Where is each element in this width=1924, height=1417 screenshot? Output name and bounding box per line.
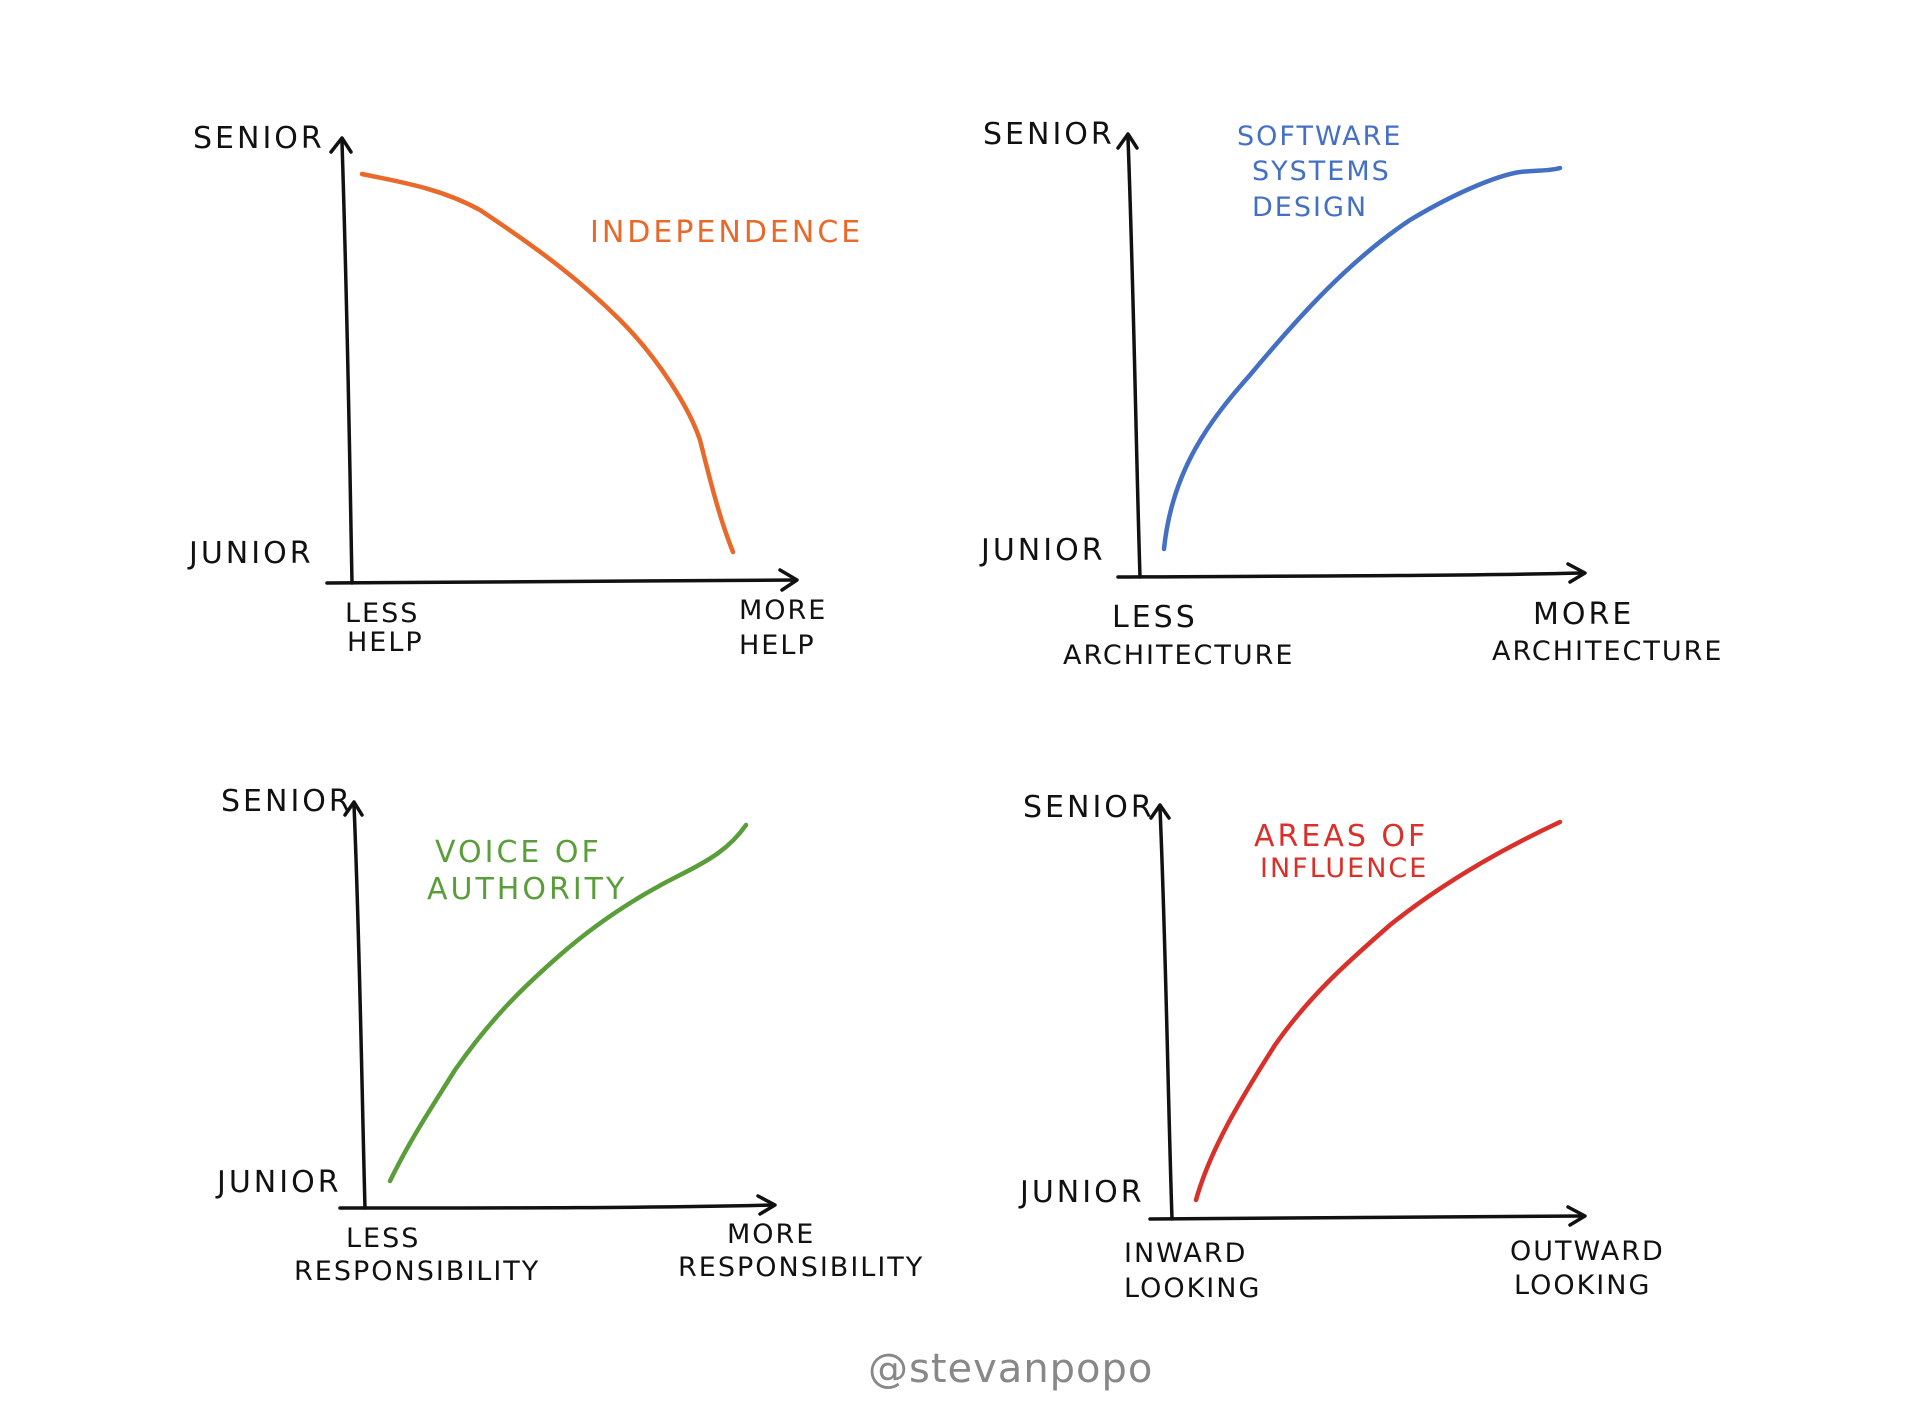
y-axis [352, 803, 367, 1210]
x-axis [338, 1203, 775, 1210]
x-axis-left-label-line1: INWARD [1124, 1238, 1247, 1269]
x-axis-right-label-line2: RESPONSIBILITY [678, 1252, 924, 1283]
x-axis-left-label-line2: ARCHITECTURE [1063, 640, 1294, 671]
y-axis-top-label: SENIOR [1023, 790, 1155, 825]
y-axis-arrowhead [1149, 803, 1171, 820]
y-axis-top-label: SENIOR [193, 121, 325, 156]
series-label-line1: VOICE OF [435, 835, 602, 870]
y-axis-arrowhead [329, 136, 353, 154]
y-axis-bottom-label: JUNIOR [1018, 1175, 1145, 1210]
series-curve-voice-of-authority [387, 822, 749, 1184]
x-axis-left-label-line1: LESS [345, 598, 419, 629]
x-axis-left-label-line1: LESS [1112, 600, 1198, 635]
x-axis [1148, 1214, 1585, 1221]
chart-software-systems-design: SENIOR JUNIOR LESS ARCHITECTURE MORE ARC… [979, 117, 1723, 671]
y-axis [1126, 136, 1142, 579]
x-axis-left-label-line1: LESS [346, 1223, 420, 1254]
x-axis-right-label-line1: MORE [739, 595, 827, 626]
chart-voice-of-authority: SENIOR JUNIOR LESS RESPONSIBILITY MORE R… [215, 784, 924, 1287]
series-label-line2: INFLUENCE [1260, 853, 1428, 884]
x-axis-left-label-line2: LOOKING [1124, 1273, 1261, 1304]
x-axis-arrowhead [1566, 1205, 1587, 1227]
y-axis-bottom-label: JUNIOR [187, 536, 314, 571]
y-axis-arrowhead [343, 800, 364, 817]
chart-independence: SENIOR JUNIOR LESS HELP MORE HELP INDEPE… [187, 121, 863, 661]
x-axis-right-label-line1: MORE [727, 1219, 815, 1250]
x-axis [1116, 571, 1585, 579]
x-axis-left-label-line2: RESPONSIBILITY [294, 1256, 540, 1287]
y-axis [340, 140, 354, 585]
x-axis-right-label-line2: LOOKING [1514, 1270, 1651, 1301]
y-axis-top-label: SENIOR [983, 117, 1115, 152]
x-axis-arrowhead [778, 568, 799, 592]
x-axis-right-label-line2: ARCHITECTURE [1492, 636, 1723, 667]
series-label-line2: AUTHORITY [427, 872, 627, 907]
y-axis [1158, 806, 1174, 1221]
series-label-line2: SYSTEMS [1252, 156, 1391, 187]
series-label-line1: SOFTWARE [1237, 121, 1402, 152]
y-axis-bottom-label: JUNIOR [979, 533, 1106, 568]
series-curve-independence [359, 171, 736, 555]
y-axis-bottom-label: JUNIOR [215, 1165, 342, 1200]
x-axis-right-label-line1: OUTWARD [1510, 1236, 1665, 1267]
x-axis-arrowhead [1566, 562, 1587, 584]
chart-areas-of-influence: SENIOR JUNIOR INWARD LOOKING OUTWARD LOO… [1018, 790, 1665, 1304]
series-label-line3: DESIGN [1252, 192, 1368, 223]
y-axis-top-label: SENIOR [221, 784, 353, 819]
series-label-independence: INDEPENDENCE [590, 215, 863, 250]
x-axis [325, 578, 797, 585]
x-axis-arrowhead [756, 1194, 777, 1216]
x-axis-right-label-line1: MORE [1533, 597, 1634, 632]
series-curve-software-systems-design [1161, 165, 1563, 552]
x-axis-right-label-line2: HELP [739, 630, 816, 661]
series-label-line1: AREAS OF [1254, 819, 1428, 854]
x-axis-left-label-line2: HELP [347, 627, 424, 658]
author-credit: @stevanpopo [868, 1346, 1153, 1392]
y-axis-arrowhead [1116, 132, 1139, 150]
series-curve-areas-of-influence [1193, 819, 1563, 1203]
